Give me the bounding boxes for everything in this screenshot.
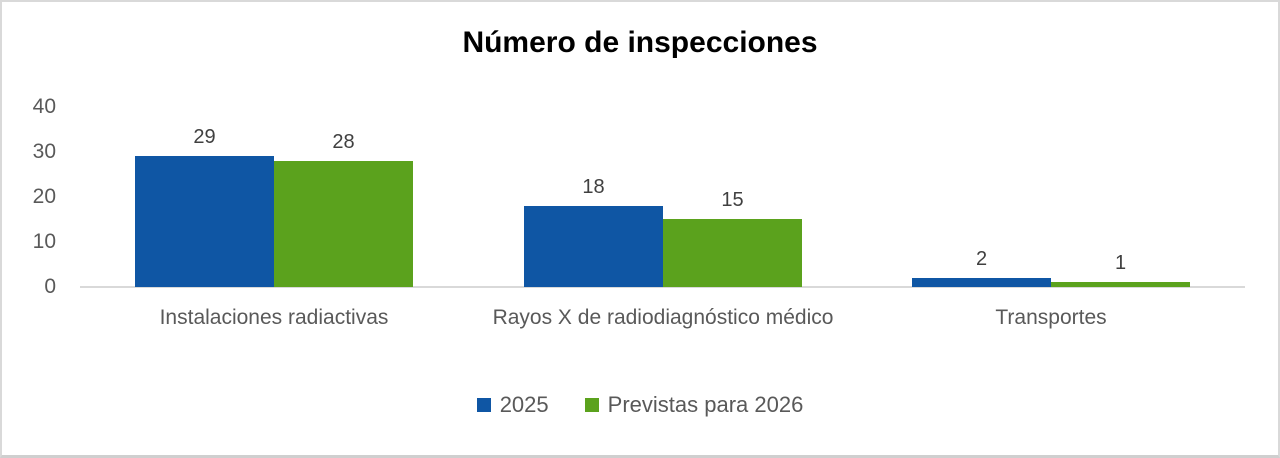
bar [135, 156, 274, 287]
legend: 2025 Previstas para 2026 [2, 392, 1278, 418]
x-axis-line [80, 286, 1245, 288]
x-axis-category-label: Transportes [995, 306, 1107, 329]
bar [524, 206, 663, 287]
y-tick-label: 10 [32, 230, 56, 253]
bar-value-label: 18 [582, 176, 605, 198]
legend-item: 2025 [476, 392, 549, 418]
y-tick-label: 20 [32, 185, 56, 208]
legend-label: Previstas para 2026 [607, 392, 804, 417]
y-tick-label: 30 [32, 140, 56, 163]
chart-title: Número de inspecciones [462, 26, 818, 59]
bar [912, 278, 1051, 287]
bar-value-label: 29 [193, 126, 216, 148]
bar [1051, 282, 1190, 287]
bar [663, 219, 802, 287]
legend-swatch [584, 398, 599, 412]
y-tick-label: 40 [32, 95, 56, 118]
bar-value-label: 28 [332, 131, 355, 153]
y-tick-label: 0 [44, 275, 56, 298]
x-axis-category-label: Instalaciones radiactivas [159, 306, 389, 329]
bar-value-label: 15 [721, 189, 744, 211]
x-axis-category-label: Rayos X de radiodiagnóstico médico [492, 306, 834, 329]
legend-item: Previstas para 2026 [584, 392, 804, 418]
bar-value-label: 2 [975, 248, 988, 270]
legend-label: 2025 [499, 392, 549, 417]
bar-value-label: 1 [1114, 252, 1127, 274]
legend-swatch [476, 398, 491, 412]
bar [274, 161, 413, 287]
